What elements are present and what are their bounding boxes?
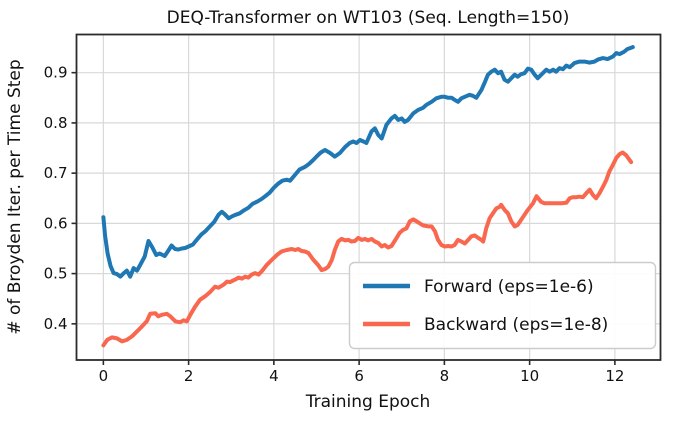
y-tick-label: 0.8 (44, 114, 68, 132)
x-tick-label: 8 (440, 367, 450, 385)
plot-frame (75, 33, 662, 361)
legend-label-backward: Backward (eps=1e-8) (424, 315, 608, 335)
x-tick-label: 2 (184, 367, 194, 385)
series-line-forward (101, 45, 635, 279)
y-tick-label: 0.6 (44, 214, 68, 232)
legend: Forward (eps=1e-6) Backward (eps=1e-8) (348, 261, 657, 350)
x-tick-label: 10 (520, 367, 539, 385)
x-axis-label: Training Epoch (305, 392, 431, 412)
y-axis-label: # of Broyden Iter. per Time Step (5, 59, 25, 334)
data-series (101, 45, 635, 348)
axis-ticks: 0 2 4 6 8 10 12 0.4 0.5 0.6 0.7 0.8 0.9 (44, 64, 625, 385)
x-tick-label: 4 (269, 367, 279, 385)
y-tick-label: 0.5 (44, 265, 68, 283)
x-tick-label: 12 (605, 367, 624, 385)
chart-title: DEQ-Transformer on WT103 (Seq. Length=15… (167, 8, 570, 28)
y-tick-label: 0.9 (44, 64, 68, 82)
x-tick-label: 0 (99, 367, 109, 385)
y-tick-label: 0.4 (44, 315, 68, 333)
y-tick-label: 0.7 (44, 164, 68, 182)
legend-box (348, 261, 657, 350)
series-line-backward (101, 150, 634, 348)
x-tick-label: 6 (354, 367, 364, 385)
legend-label-forward: Forward (eps=1e-6) (424, 277, 594, 297)
